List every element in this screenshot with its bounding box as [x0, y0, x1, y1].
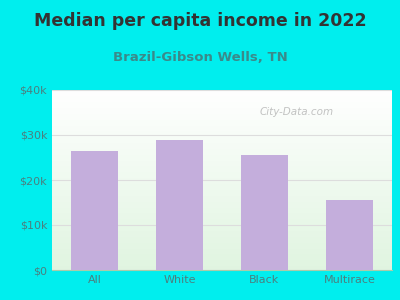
- Text: Median per capita income in 2022: Median per capita income in 2022: [34, 12, 366, 30]
- Bar: [326, 200, 373, 270]
- Text: Brazil-Gibson Wells, TN: Brazil-Gibson Wells, TN: [113, 51, 287, 64]
- Bar: [71, 151, 118, 270]
- Bar: [241, 155, 288, 270]
- Text: City-Data.com: City-Data.com: [260, 106, 334, 117]
- Bar: [156, 140, 203, 270]
